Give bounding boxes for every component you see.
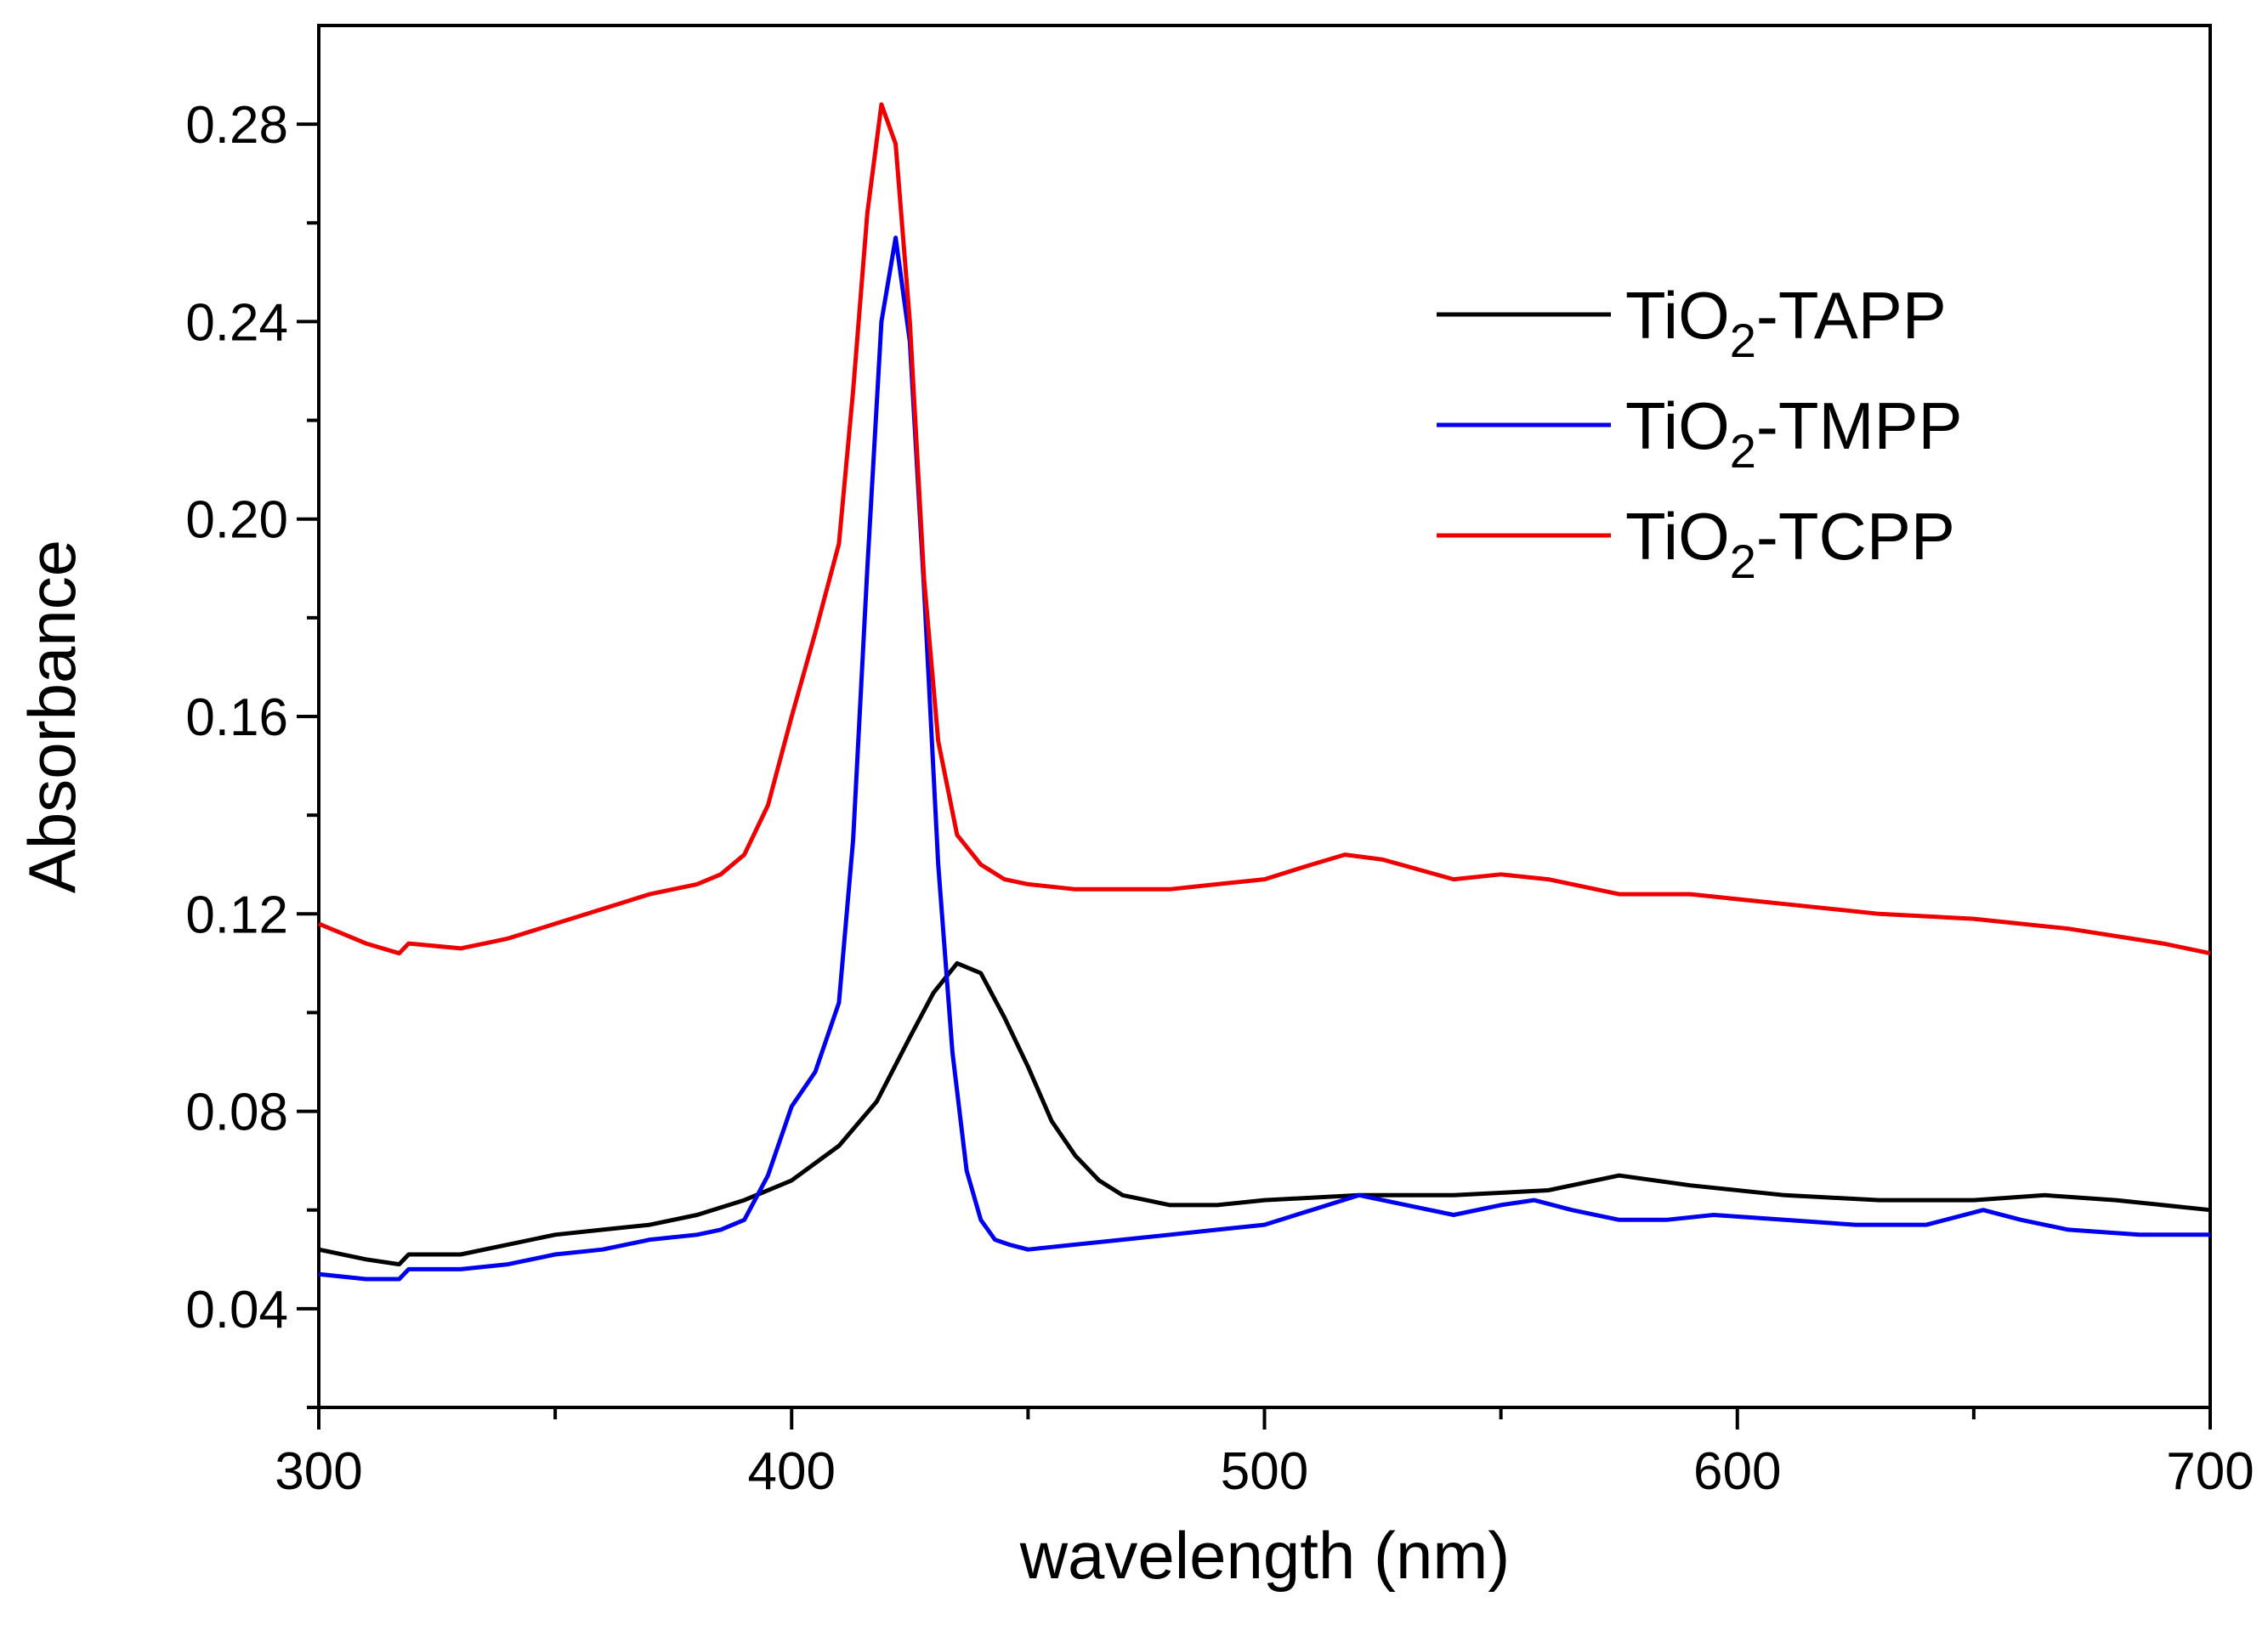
x-tick-label: 500 xyxy=(1221,1442,1308,1501)
y-tick-label: 0.24 xyxy=(185,293,288,352)
y-tick-label: 0.20 xyxy=(185,491,288,550)
x-axis-title: wavelength (nm) xyxy=(1019,1518,1511,1593)
x-tick-label: 300 xyxy=(275,1442,362,1501)
y-tick-label: 0.12 xyxy=(185,886,288,944)
legend: TiO2-TAPP TiO2-TMPP TiO2-TCPP xyxy=(1437,278,1963,588)
x-tick-label: 600 xyxy=(1693,1442,1781,1501)
x-tick-label: 400 xyxy=(748,1442,836,1501)
y-tick-label: 0.28 xyxy=(185,96,288,155)
legend-label: TiO2-TCPP xyxy=(1625,499,1955,588)
series-line-3 xyxy=(318,102,2211,956)
legend-label: TiO2-TAPP xyxy=(1625,278,1947,367)
axis-tick-labels: 300 400 500 600 700 0.04 0.08 0.12 0.16 0.20 0.24 0… xyxy=(185,96,2254,1501)
y-tick-label: 0.08 xyxy=(185,1084,288,1142)
axis-ticks xyxy=(297,122,2212,1430)
y-tick-label: 0.04 xyxy=(185,1281,288,1339)
y-axis-title: Absorbance xyxy=(14,540,89,893)
series-lines xyxy=(318,102,2211,1282)
legend-label: TiO2-TMPP xyxy=(1625,388,1963,478)
y-tick-label: 0.16 xyxy=(185,688,288,747)
series-line-1 xyxy=(318,960,2211,1267)
x-tick-label: 700 xyxy=(2166,1442,2254,1501)
series-line-2 xyxy=(318,235,2210,1282)
